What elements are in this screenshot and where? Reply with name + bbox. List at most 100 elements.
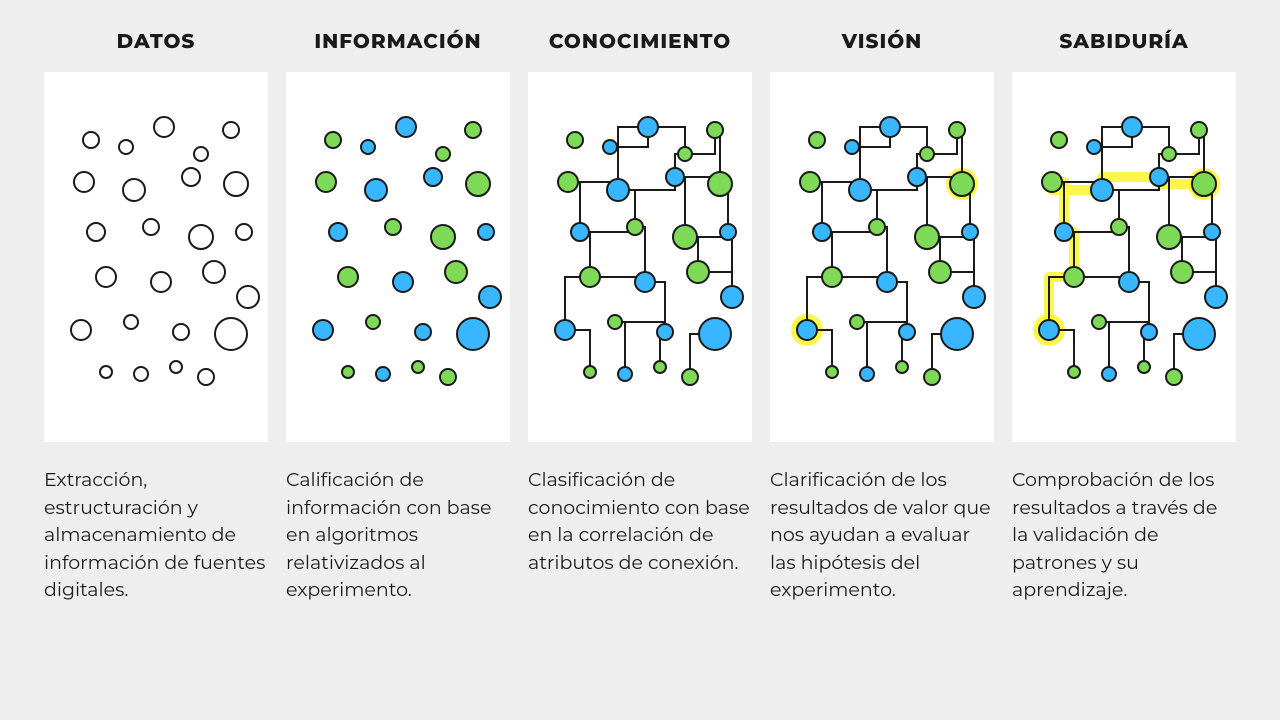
node — [1138, 361, 1150, 373]
node — [877, 272, 897, 292]
node — [173, 324, 189, 340]
node — [1111, 219, 1127, 235]
node — [1157, 225, 1181, 249]
node — [71, 320, 91, 340]
node — [826, 366, 838, 378]
panel-card — [528, 72, 752, 442]
column-title: SABIDURÍA — [1012, 30, 1236, 54]
node — [1171, 261, 1193, 283]
node — [571, 223, 589, 241]
node — [963, 286, 985, 308]
panel-graphic — [1012, 72, 1236, 442]
node — [134, 367, 148, 381]
node — [1166, 369, 1182, 385]
node — [580, 267, 600, 287]
node — [1192, 172, 1216, 196]
node — [123, 179, 145, 201]
node — [198, 369, 214, 385]
node — [478, 224, 494, 240]
node — [440, 369, 456, 385]
node — [962, 224, 978, 240]
node — [699, 318, 731, 350]
node — [880, 117, 900, 137]
node — [465, 122, 481, 138]
node — [1191, 122, 1207, 138]
node — [237, 286, 259, 308]
node — [361, 140, 375, 154]
node — [1068, 366, 1080, 378]
node — [638, 117, 658, 137]
column-vision: VISIÓNClarificación de los resultados de… — [770, 30, 994, 604]
node — [1204, 224, 1220, 240]
column-informacion: INFORMACIÓN Calificación de información c… — [286, 30, 510, 604]
panel-card — [286, 72, 510, 442]
node — [1087, 140, 1101, 154]
node — [325, 132, 341, 148]
node — [1055, 223, 1073, 241]
node — [1119, 272, 1139, 292]
node — [338, 267, 358, 287]
node — [618, 367, 632, 381]
panel-graphic — [528, 72, 752, 442]
node — [436, 147, 450, 161]
node — [396, 117, 416, 137]
column-description: Calificación de información con base en … — [286, 466, 510, 604]
panel-card — [1012, 72, 1236, 442]
node — [215, 318, 247, 350]
node — [924, 369, 940, 385]
node — [365, 179, 387, 201]
node — [479, 286, 501, 308]
node — [635, 272, 655, 292]
node — [424, 168, 442, 186]
node — [567, 132, 583, 148]
node — [316, 172, 336, 192]
node — [431, 225, 455, 249]
node — [809, 132, 825, 148]
node — [720, 224, 736, 240]
node — [899, 324, 915, 340]
node — [203, 261, 225, 283]
column-description: Clasificación de conocimiento con base e… — [528, 466, 752, 576]
node — [124, 315, 138, 329]
panel-graphic — [770, 72, 994, 442]
node — [797, 320, 817, 340]
panel-card — [44, 72, 268, 442]
node — [949, 122, 965, 138]
infographic-row: DATOSExtracción, estructuración y almace… — [0, 0, 1280, 604]
node — [1102, 367, 1116, 381]
column-conocimiento: CONOCIMIENTO Clasificación de conocimient… — [528, 30, 752, 604]
node — [607, 179, 629, 201]
node — [1091, 179, 1113, 201]
column-title: INFORMACIÓN — [286, 30, 510, 54]
column-title: CONOCIMIENTO — [528, 30, 752, 54]
node — [182, 168, 200, 186]
node — [87, 223, 105, 241]
node — [584, 366, 596, 378]
panel-graphic — [286, 72, 510, 442]
node — [1051, 132, 1067, 148]
panel-card — [770, 72, 994, 442]
node — [920, 147, 934, 161]
node — [707, 122, 723, 138]
node — [445, 261, 467, 283]
node — [608, 315, 622, 329]
column-title: DATOS — [44, 30, 268, 54]
node — [1039, 320, 1059, 340]
node — [143, 219, 159, 235]
node — [154, 117, 174, 137]
node — [189, 225, 213, 249]
node — [119, 140, 133, 154]
node — [657, 324, 673, 340]
column-description: Clarificación de los resultados de valor… — [770, 466, 994, 604]
node — [558, 172, 578, 192]
node — [654, 361, 666, 373]
node — [666, 168, 684, 186]
node — [236, 224, 252, 240]
node — [415, 324, 431, 340]
node — [1183, 318, 1215, 350]
node — [950, 172, 974, 196]
node — [1122, 117, 1142, 137]
node — [721, 286, 743, 308]
column-datos: DATOSExtracción, estructuración y almace… — [44, 30, 268, 604]
node — [929, 261, 951, 283]
